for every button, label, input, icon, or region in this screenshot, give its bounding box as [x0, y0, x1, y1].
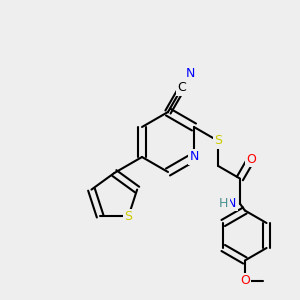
Text: C: C: [178, 81, 186, 94]
Text: N: N: [189, 151, 199, 164]
Text: N: N: [185, 68, 195, 80]
Text: O: O: [240, 274, 250, 287]
Text: S: S: [124, 210, 132, 223]
Text: N: N: [227, 197, 237, 210]
Text: H: H: [219, 197, 229, 210]
Text: O: O: [246, 153, 256, 166]
Text: S: S: [214, 134, 222, 148]
